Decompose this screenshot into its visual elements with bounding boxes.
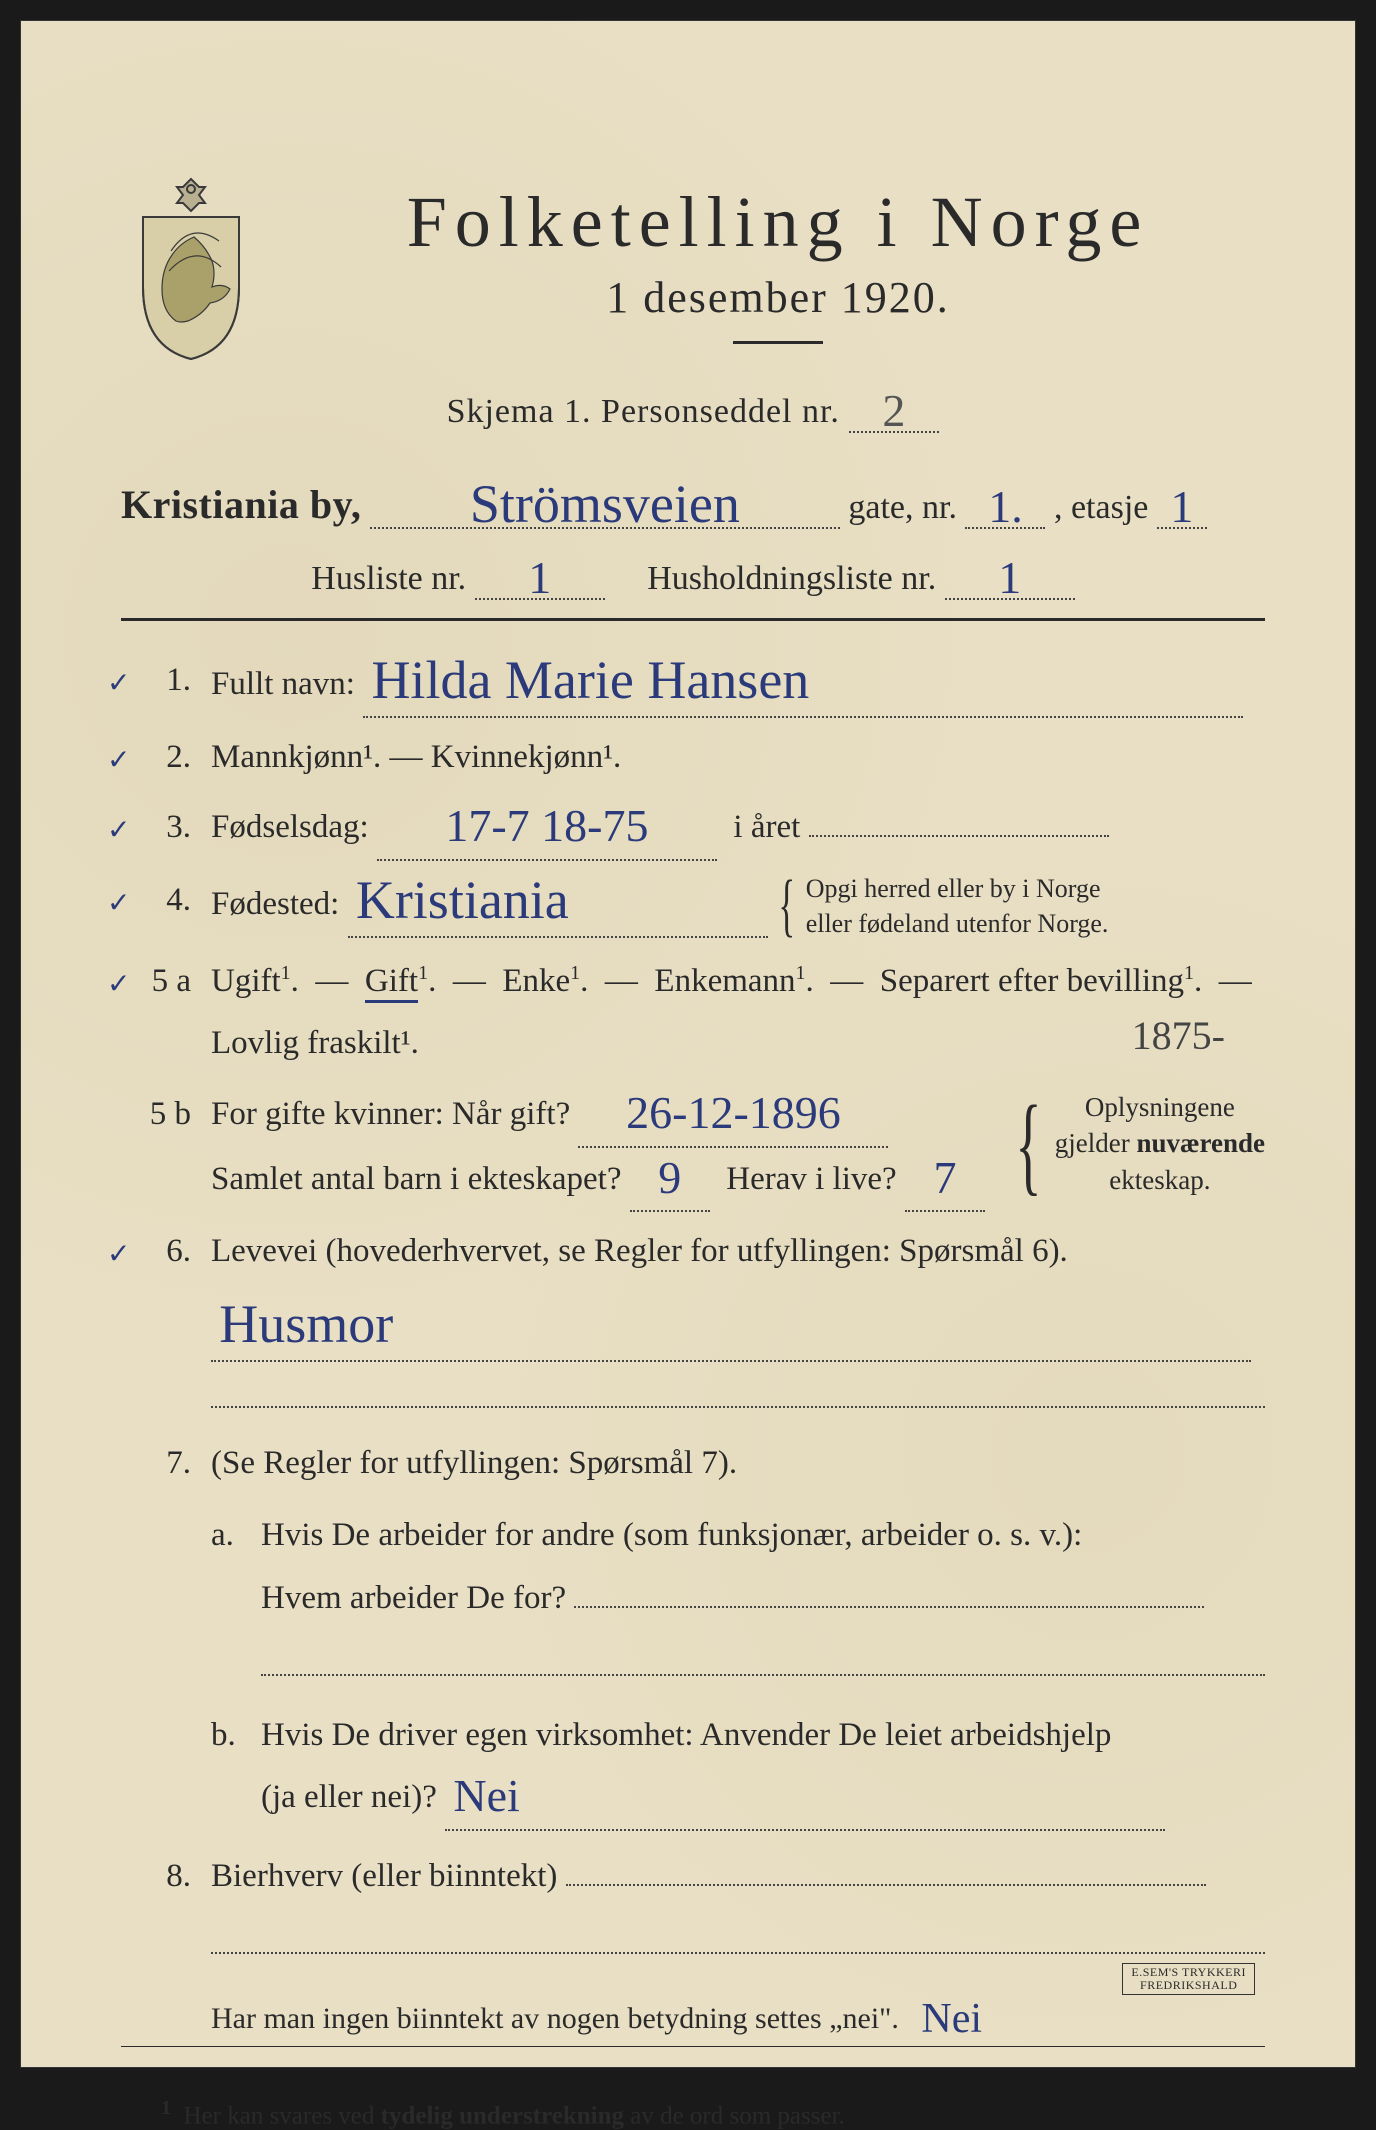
q5a: ✓5 a Ugift1. — Gift1. — Enke1. — Enkeman… (121, 950, 1265, 1075)
q7: 7. (Se Regler for utfyllingen: Spørsmål … (121, 1432, 1265, 1831)
personseddel-nr: 2 (882, 388, 906, 434)
divider-bottom (121, 2046, 1265, 2047)
q1-num: 1. (166, 662, 191, 698)
husliste-row: Husliste nr. 1 Husholdningsliste nr. 1 (121, 551, 1265, 600)
q5b-l1: For gifte kvinner: Når gift? (211, 1096, 570, 1132)
header: Folketelling i Norge 1 desember 1920. (121, 181, 1265, 374)
q7a-line2: Hvem arbeider De for? (261, 1580, 566, 1616)
q5b: 5 b For gifte kvinner: Når gift? 26-12-1… (121, 1083, 1265, 1212)
q4-note: Opgi herred eller by i Norge eller fødel… (806, 871, 1109, 941)
etasje-nr: 1 (1170, 484, 1193, 530)
q5b-num: 5 b (150, 1096, 191, 1132)
divider-top (121, 618, 1265, 621)
schema-line: Skjema 1. Personseddel nr. 2 (121, 384, 1265, 433)
q5a-num: 5 a (152, 963, 191, 999)
husliste-label: Husliste nr. (311, 560, 466, 597)
children-total: 9 (658, 1155, 681, 1201)
q2-num: 2. (166, 739, 191, 775)
occupation: Husmor (219, 1297, 393, 1351)
q3: ✓3. Fødselsdag: 17-7 18-75 i året (121, 796, 1265, 861)
q4-label: Fødested: (211, 886, 339, 922)
gate-nr: 1. (988, 484, 1023, 530)
q7b-answer: Nei (453, 1773, 519, 1819)
q5b-l2a: Samlet antal barn i ekteskapet? (211, 1161, 622, 1197)
married-date: 26-12-1896 (626, 1090, 841, 1136)
q5b-l2b: Herav i live? (726, 1161, 896, 1197)
q2-text: Mannkjønn¹. — Kvinnekjønn¹. (211, 726, 1265, 789)
census-form-page: Folketelling i Norge 1 desember 1920. Sk… (20, 20, 1356, 2068)
q7b-line1: Hvis De driver egen virksomhet: Anvender… (261, 1717, 1111, 1753)
q5b-note: { Oplysningene gjelder nuværende ekteska… (1008, 1089, 1265, 1198)
coat-of-arms-icon (121, 171, 261, 361)
q7b-line2: (ja eller nei)? (261, 1779, 437, 1815)
q4: ✓4. Fødested: Kristiania { Opgi herred e… (121, 869, 1265, 942)
footer-answer: Nei (921, 1998, 982, 2040)
q7a-label: a. (211, 1504, 241, 1675)
birthplace: Kristiania (356, 873, 569, 927)
q5a-line2: Lovlig fraskilt¹. (211, 1025, 419, 1061)
q6-label: Levevei (hovederhvervet, se Regler for u… (211, 1233, 1068, 1269)
q6-num: 6. (166, 1233, 191, 1269)
q7a-line1: Hvis De arbeider for andre (som funksjon… (261, 1517, 1082, 1553)
footnote: 1 Her kan svares ved tydelig understrekn… (121, 2097, 1265, 2130)
children-alive: 7 (933, 1155, 956, 1201)
street-name: Strömsveien (470, 477, 740, 531)
q8: 8. Bierhverv (eller biinntekt) (121, 1845, 1265, 1954)
q7-num: 7. (166, 1445, 191, 1481)
etasje-label: , etasje (1054, 489, 1148, 526)
margin-year: 1875- (1132, 998, 1225, 1074)
printer-mark: E.SEM'S TRYKKERI FREDRIKSHALD (1122, 1963, 1255, 1995)
q3-year-label: i året (733, 809, 800, 845)
q7b-label: b. (211, 1704, 241, 1831)
husholdning-label: Husholdningsliste nr. (647, 560, 936, 597)
gate-label: gate, nr. (848, 489, 957, 526)
marital-selected: Gift (365, 963, 418, 1003)
q8-num: 8. (166, 1858, 191, 1894)
husliste-nr: 1 (528, 555, 551, 601)
q3-label: Fødselsdag: (211, 809, 369, 845)
q7-intro: (Se Regler for utfyllingen: Spørsmål 7). (211, 1445, 737, 1481)
title-rule (733, 341, 823, 344)
birthdate: 17-7 18-75 (445, 803, 648, 849)
q3-num: 3. (166, 809, 191, 845)
q8-label: Bierhverv (eller biinntekt) (211, 1858, 557, 1894)
husholdning-nr: 1 (998, 555, 1021, 601)
location-row: Kristiania by, Strömsveien gate, nr. 1. … (121, 473, 1265, 529)
schema-label: Skjema 1. Personseddel nr. (447, 393, 840, 430)
q1: ✓1. Fullt navn: Hilda Marie Hansen (121, 649, 1265, 718)
footer-prompt: Har man ingen biinntekt av nogen betydni… (121, 1994, 1265, 2036)
full-name: Hilda Marie Hansen (371, 653, 809, 707)
title-block: Folketelling i Norge 1 desember 1920. (291, 181, 1265, 374)
q1-label: Fullt navn: (211, 666, 355, 702)
q2: ✓2. Mannkjønn¹. — Kvinnekjønn¹. (121, 726, 1265, 789)
city-label: Kristiania by, (121, 482, 361, 527)
q4-num: 4. (166, 882, 191, 918)
q5a-options: Ugift1. — Gift1. — Enke1. — Enkemann1. —… (211, 963, 1252, 999)
q6: ✓6. Levevei (hovederhvervet, se Regler f… (121, 1220, 1265, 1407)
main-title: Folketelling i Norge (291, 181, 1265, 264)
subtitle-date: 1 desember 1920. (291, 272, 1265, 323)
